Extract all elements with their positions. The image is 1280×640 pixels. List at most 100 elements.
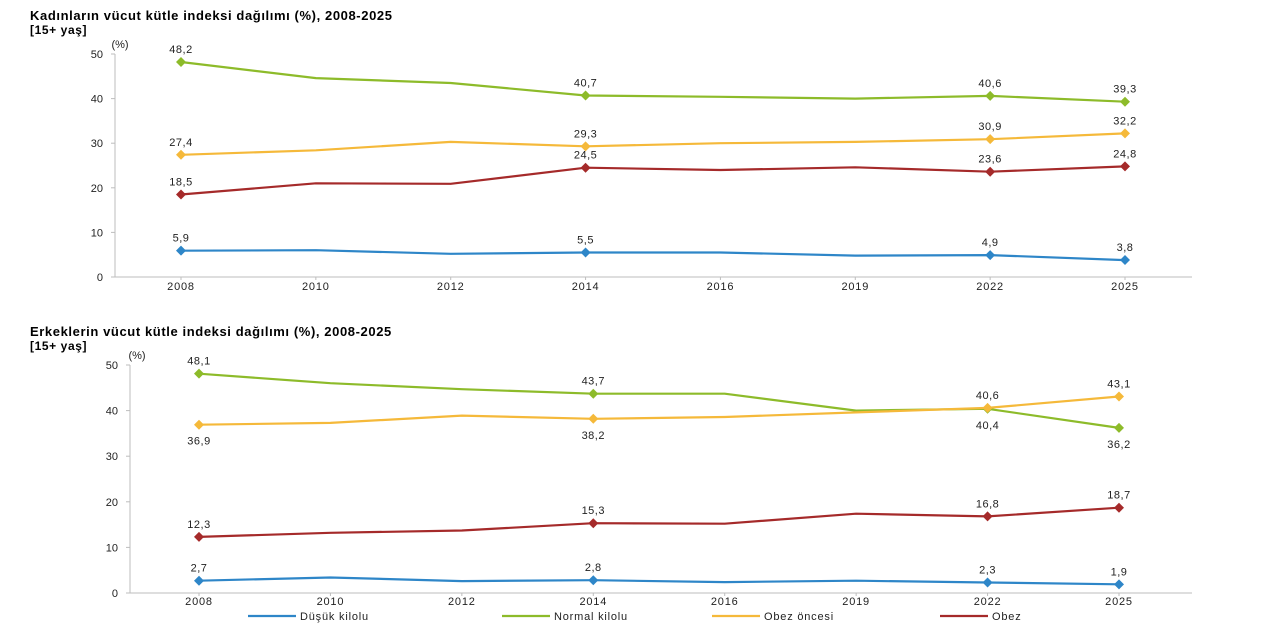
x-tick-label: 2022 — [976, 281, 1004, 293]
data-point-marker — [194, 419, 204, 430]
data-label: 40,7 — [574, 77, 597, 89]
y-tick-label: 50 — [91, 49, 103, 61]
y-tick-label: 10 — [91, 227, 103, 239]
data-point-marker — [176, 189, 186, 200]
x-tick-label: 2019 — [841, 281, 869, 293]
x-tick-label: 2022 — [974, 596, 1002, 608]
y-tick-label: 30 — [91, 138, 103, 150]
series-line-2 — [180, 132, 1126, 156]
data-point-marker — [1114, 579, 1124, 590]
x-tick-label: 2014 — [572, 281, 600, 293]
y-tick-label: 0 — [112, 588, 118, 600]
data-point-marker — [1114, 391, 1124, 402]
chart-2-title: Erkeklerin vücut kütle indeksi dağılımı … — [30, 324, 392, 339]
data-point-marker — [588, 413, 599, 424]
x-tick-label: 2019 — [842, 596, 870, 608]
x-tick-label: 2010 — [317, 596, 345, 608]
data-point-marker — [1120, 96, 1130, 107]
unit-label: (%) — [111, 39, 128, 51]
data-label: 36,9 — [187, 436, 210, 448]
data-label: 24,8 — [1113, 148, 1136, 160]
chart-1-subtitle: [15+ yaş] — [30, 23, 88, 37]
data-point-marker — [985, 166, 996, 177]
data-label: 43,1 — [1107, 378, 1130, 390]
data-label: 2,3 — [979, 565, 996, 577]
data-label: 38,2 — [582, 430, 605, 442]
data-label: 5,9 — [173, 233, 190, 245]
data-label: 1,9 — [1111, 566, 1128, 578]
data-label: 36,2 — [1107, 439, 1130, 451]
data-point-marker — [1114, 422, 1124, 433]
data-point-marker — [985, 250, 996, 261]
x-tick-label: 2016 — [707, 281, 735, 293]
y-tick-label: 40 — [91, 94, 103, 106]
y-tick-label: 0 — [97, 272, 103, 284]
chart-1-title: Kadınların vücut kütle indeksi dağılımı … — [30, 8, 393, 23]
x-tick-label: 2014 — [579, 596, 607, 608]
unit-label: (%) — [128, 350, 145, 362]
data-label: 18,7 — [1107, 490, 1130, 502]
y-tick-label: 20 — [91, 183, 103, 195]
x-tick-label: 2025 — [1111, 281, 1139, 293]
data-point-marker — [982, 577, 993, 588]
y-tick-label: 30 — [106, 451, 118, 463]
data-point-marker — [588, 518, 599, 529]
data-point-marker — [176, 245, 186, 256]
data-label: 2,7 — [191, 563, 208, 575]
data-label: 18,5 — [169, 176, 192, 188]
data-label: 40,6 — [978, 78, 1001, 90]
x-tick-label: 2016 — [711, 596, 739, 608]
y-tick-label: 10 — [106, 542, 118, 554]
series-line-2 — [198, 395, 1120, 426]
data-label: 16,8 — [976, 498, 999, 510]
x-tick-label: 2012 — [448, 596, 476, 608]
data-point-marker — [194, 368, 204, 379]
x-tick-label: 2025 — [1105, 596, 1133, 608]
data-point-marker — [1114, 502, 1124, 513]
series-line-0 — [198, 576, 1120, 586]
data-point-marker — [176, 149, 186, 160]
data-label: 3,8 — [1117, 242, 1134, 254]
data-point-marker — [194, 531, 204, 542]
series-line-3 — [198, 506, 1120, 538]
data-label: 12,3 — [187, 519, 210, 531]
data-label: 5,5 — [577, 234, 594, 246]
legend-label-2: Obez öncesi — [764, 611, 834, 623]
data-point-marker — [1120, 255, 1130, 266]
data-label: 4,9 — [982, 237, 999, 249]
legend-label-1: Normal kilolu — [554, 611, 628, 623]
data-point-marker — [580, 247, 591, 258]
data-point-marker — [1120, 128, 1130, 139]
data-label: 15,3 — [582, 505, 605, 517]
data-label: 27,4 — [169, 137, 192, 149]
legend-label-3: Obez — [992, 611, 1022, 623]
y-tick-label: 50 — [106, 360, 118, 372]
data-label: 48,1 — [187, 356, 210, 368]
y-tick-label: 40 — [106, 406, 118, 418]
data-point-marker — [580, 141, 591, 152]
data-point-marker — [985, 90, 996, 101]
data-label: 32,2 — [1113, 115, 1136, 127]
data-label: 24,5 — [574, 150, 597, 162]
series-line-1 — [180, 60, 1126, 103]
x-tick-label: 2010 — [302, 281, 330, 293]
series-line-0 — [180, 249, 1126, 262]
legend-label-0: Düşük kilolu — [300, 611, 369, 623]
data-label: 40,6 — [976, 390, 999, 402]
data-label: 23,6 — [978, 154, 1001, 166]
data-point-marker — [176, 57, 186, 68]
y-tick-label: 20 — [106, 497, 118, 509]
data-point-marker — [580, 90, 591, 101]
data-label: 30,9 — [978, 121, 1001, 133]
x-tick-label: 2012 — [437, 281, 465, 293]
x-tick-label: 2008 — [185, 596, 213, 608]
data-point-marker — [580, 162, 591, 173]
data-label: 29,3 — [574, 128, 597, 140]
data-point-marker — [985, 134, 996, 145]
data-label: 43,7 — [582, 376, 605, 388]
data-point-marker — [588, 575, 599, 586]
data-point-marker — [982, 511, 993, 522]
data-point-marker — [588, 388, 599, 399]
chart-2-subtitle: [15+ yaş] — [30, 339, 88, 353]
